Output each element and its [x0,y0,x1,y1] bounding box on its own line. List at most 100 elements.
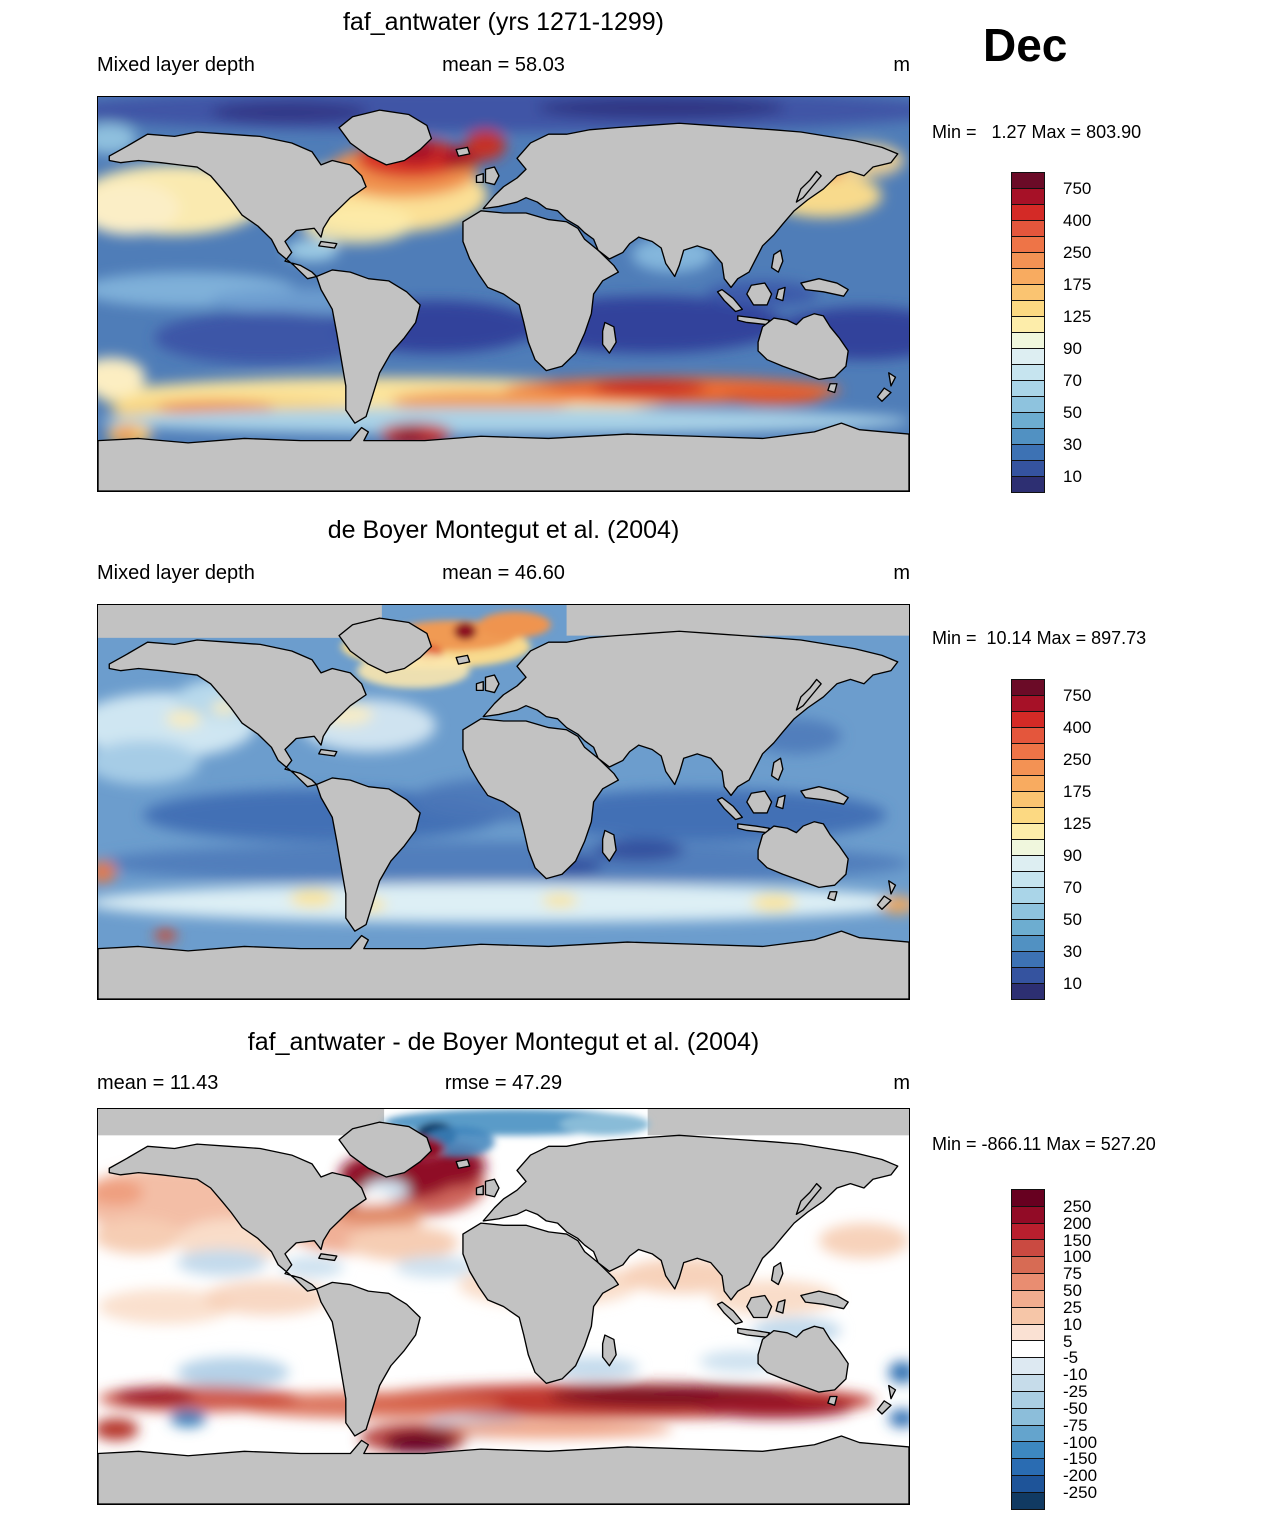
colorbar-segment [1011,187,1045,205]
colorbar-segment [1011,1424,1045,1443]
world-map-difference [97,1108,910,1505]
colorbar-segment [1011,982,1045,1000]
colorbar-tick-label: -10 [1063,1365,1088,1385]
colorbar-tick-label: 5 [1063,1331,1073,1351]
colorbar-segment [1011,251,1045,269]
colorbar-segment [1011,1475,1045,1494]
mean-stat: mean = 58.03 [442,54,565,76]
colorbar-tick-label: 90 [1063,846,1082,865]
rmse-stat: rmse = 47.29 [444,1072,563,1094]
colorbar-tick-label: -100 [1063,1432,1098,1452]
colorbar-segment [1011,726,1045,744]
colorbar-tick-label: 125 [1063,307,1092,326]
field-label: Mixed layer depth [97,562,255,584]
colorbar-segment [1011,774,1045,792]
colorbar [1011,1188,1045,1511]
colorbar-segment [1011,1273,1045,1292]
mean-stat: mean = 46.60 [442,562,565,584]
colorbar-segment [1011,1407,1045,1426]
colorbar-segment [1011,1374,1045,1393]
colorbar-segment [1011,742,1045,760]
colorbar-segment [1011,870,1045,888]
colorbar-tick-label: 30 [1063,942,1082,961]
colorbar-segment [1011,1256,1045,1275]
unit-label: m [893,54,910,76]
minmax-stat: Min = 10.14 Max = 897.73 [932,628,1147,648]
colorbar-segment [1011,950,1045,968]
colorbar-segment [1011,1306,1045,1325]
colorbar-segment [1011,1492,1045,1511]
colorbar-tick-label: 50 [1063,910,1082,929]
colorbar-segment [1011,315,1045,333]
colorbar-labels: 750 400 250 175 125 90 70 50 30 10 [1063,173,1133,493]
colorbar-segment [1011,203,1045,221]
colorbar [1011,678,1045,1000]
colorbar-segment [1011,475,1045,493]
panel-title: faf_antwater - de Boyer Montegut et al. … [247,1028,760,1056]
colorbar-segment [1011,902,1045,920]
colorbar-segment [1011,806,1045,824]
colorbar-tick-label: -150 [1063,1449,1098,1469]
colorbar-tick-label: -200 [1063,1466,1098,1486]
colorbar-segment [1011,299,1045,317]
colorbar-tick-label: -75 [1063,1415,1088,1435]
colorbar-tick-label: 175 [1063,782,1092,801]
month-label: Dec [983,19,1068,71]
colorbar-segment [1011,235,1045,253]
colorbar-segment [1011,886,1045,904]
unit-label: m [893,1072,910,1094]
colorbar-segment [1011,678,1045,696]
colorbar-segment [1011,267,1045,285]
colorbar-segment [1011,171,1045,189]
colorbar-tick-label: -50 [1063,1398,1088,1418]
colorbar-segment [1011,1340,1045,1359]
colorbar-tick-label: 250 [1063,243,1092,262]
colorbar-segment [1011,1205,1045,1224]
colorbar-segment [1011,1222,1045,1241]
colorbar-segment [1011,1357,1045,1376]
colorbar-segment [1011,347,1045,365]
world-map-observations [97,604,910,1000]
colorbar-segment [1011,758,1045,776]
panel-title: faf_antwater (yrs 1271-1299) [342,8,664,36]
colorbar-segment [1011,283,1045,301]
colorbar-segment [1011,694,1045,712]
colorbar-segment [1011,1323,1045,1342]
colorbar-segment [1011,379,1045,397]
colorbar-tick-label: 400 [1063,211,1092,230]
colorbar-tick-label: 90 [1063,339,1082,358]
colorbar-segment [1011,1289,1045,1308]
field-label: Mixed layer depth [97,54,255,76]
colorbar-segment [1011,822,1045,840]
colorbar-segment [1011,219,1045,237]
colorbar-segment [1011,331,1045,349]
colorbar-segment [1011,363,1045,381]
colorbar-tick-label: 250 [1063,750,1092,769]
colorbar-tick-label: 750 [1063,686,1092,705]
colorbar-segment [1011,790,1045,808]
unit-label: m [893,562,910,584]
minmax-stat: Min = 1.27 Max = 803.90 [932,122,1142,142]
colorbar-labels: 750 400 250 175 125 90 70 50 30 10 [1063,680,1133,1000]
colorbar-segment [1011,427,1045,445]
colorbar-tick-label: 125 [1063,814,1092,833]
colorbar-tick-label: 75 [1063,1264,1082,1284]
colorbar-tick-label: 25 [1063,1297,1082,1317]
colorbar-segment [1011,838,1045,856]
panel-title: de Boyer Montegut et al. (2004) [327,516,680,544]
colorbar-tick-label: 50 [1063,1281,1082,1301]
colorbar-tick-label: 30 [1063,435,1082,454]
colorbar-segment [1011,1188,1045,1207]
colorbar-tick-label: 250 [1063,1196,1092,1216]
colorbar-tick-label: -25 [1063,1382,1088,1402]
colorbar-labels: 250 200 150 100 75 50 25 10 5 -5 -10 -25 -50 -75 -100-… [1063,1190,1133,1510]
colorbar-tick-label: 70 [1063,878,1082,897]
colorbar-tick-label: 10 [1063,974,1082,993]
mean-stat: mean = 11.43 [97,1072,219,1094]
colorbar-tick-label: -250 [1063,1483,1098,1503]
colorbar-tick-label: 200 [1063,1213,1092,1233]
colorbar [1011,171,1045,493]
colorbar-tick-label: 175 [1063,275,1092,294]
colorbar-tick-label: 10 [1063,467,1082,486]
colorbar-segment [1011,1458,1045,1477]
